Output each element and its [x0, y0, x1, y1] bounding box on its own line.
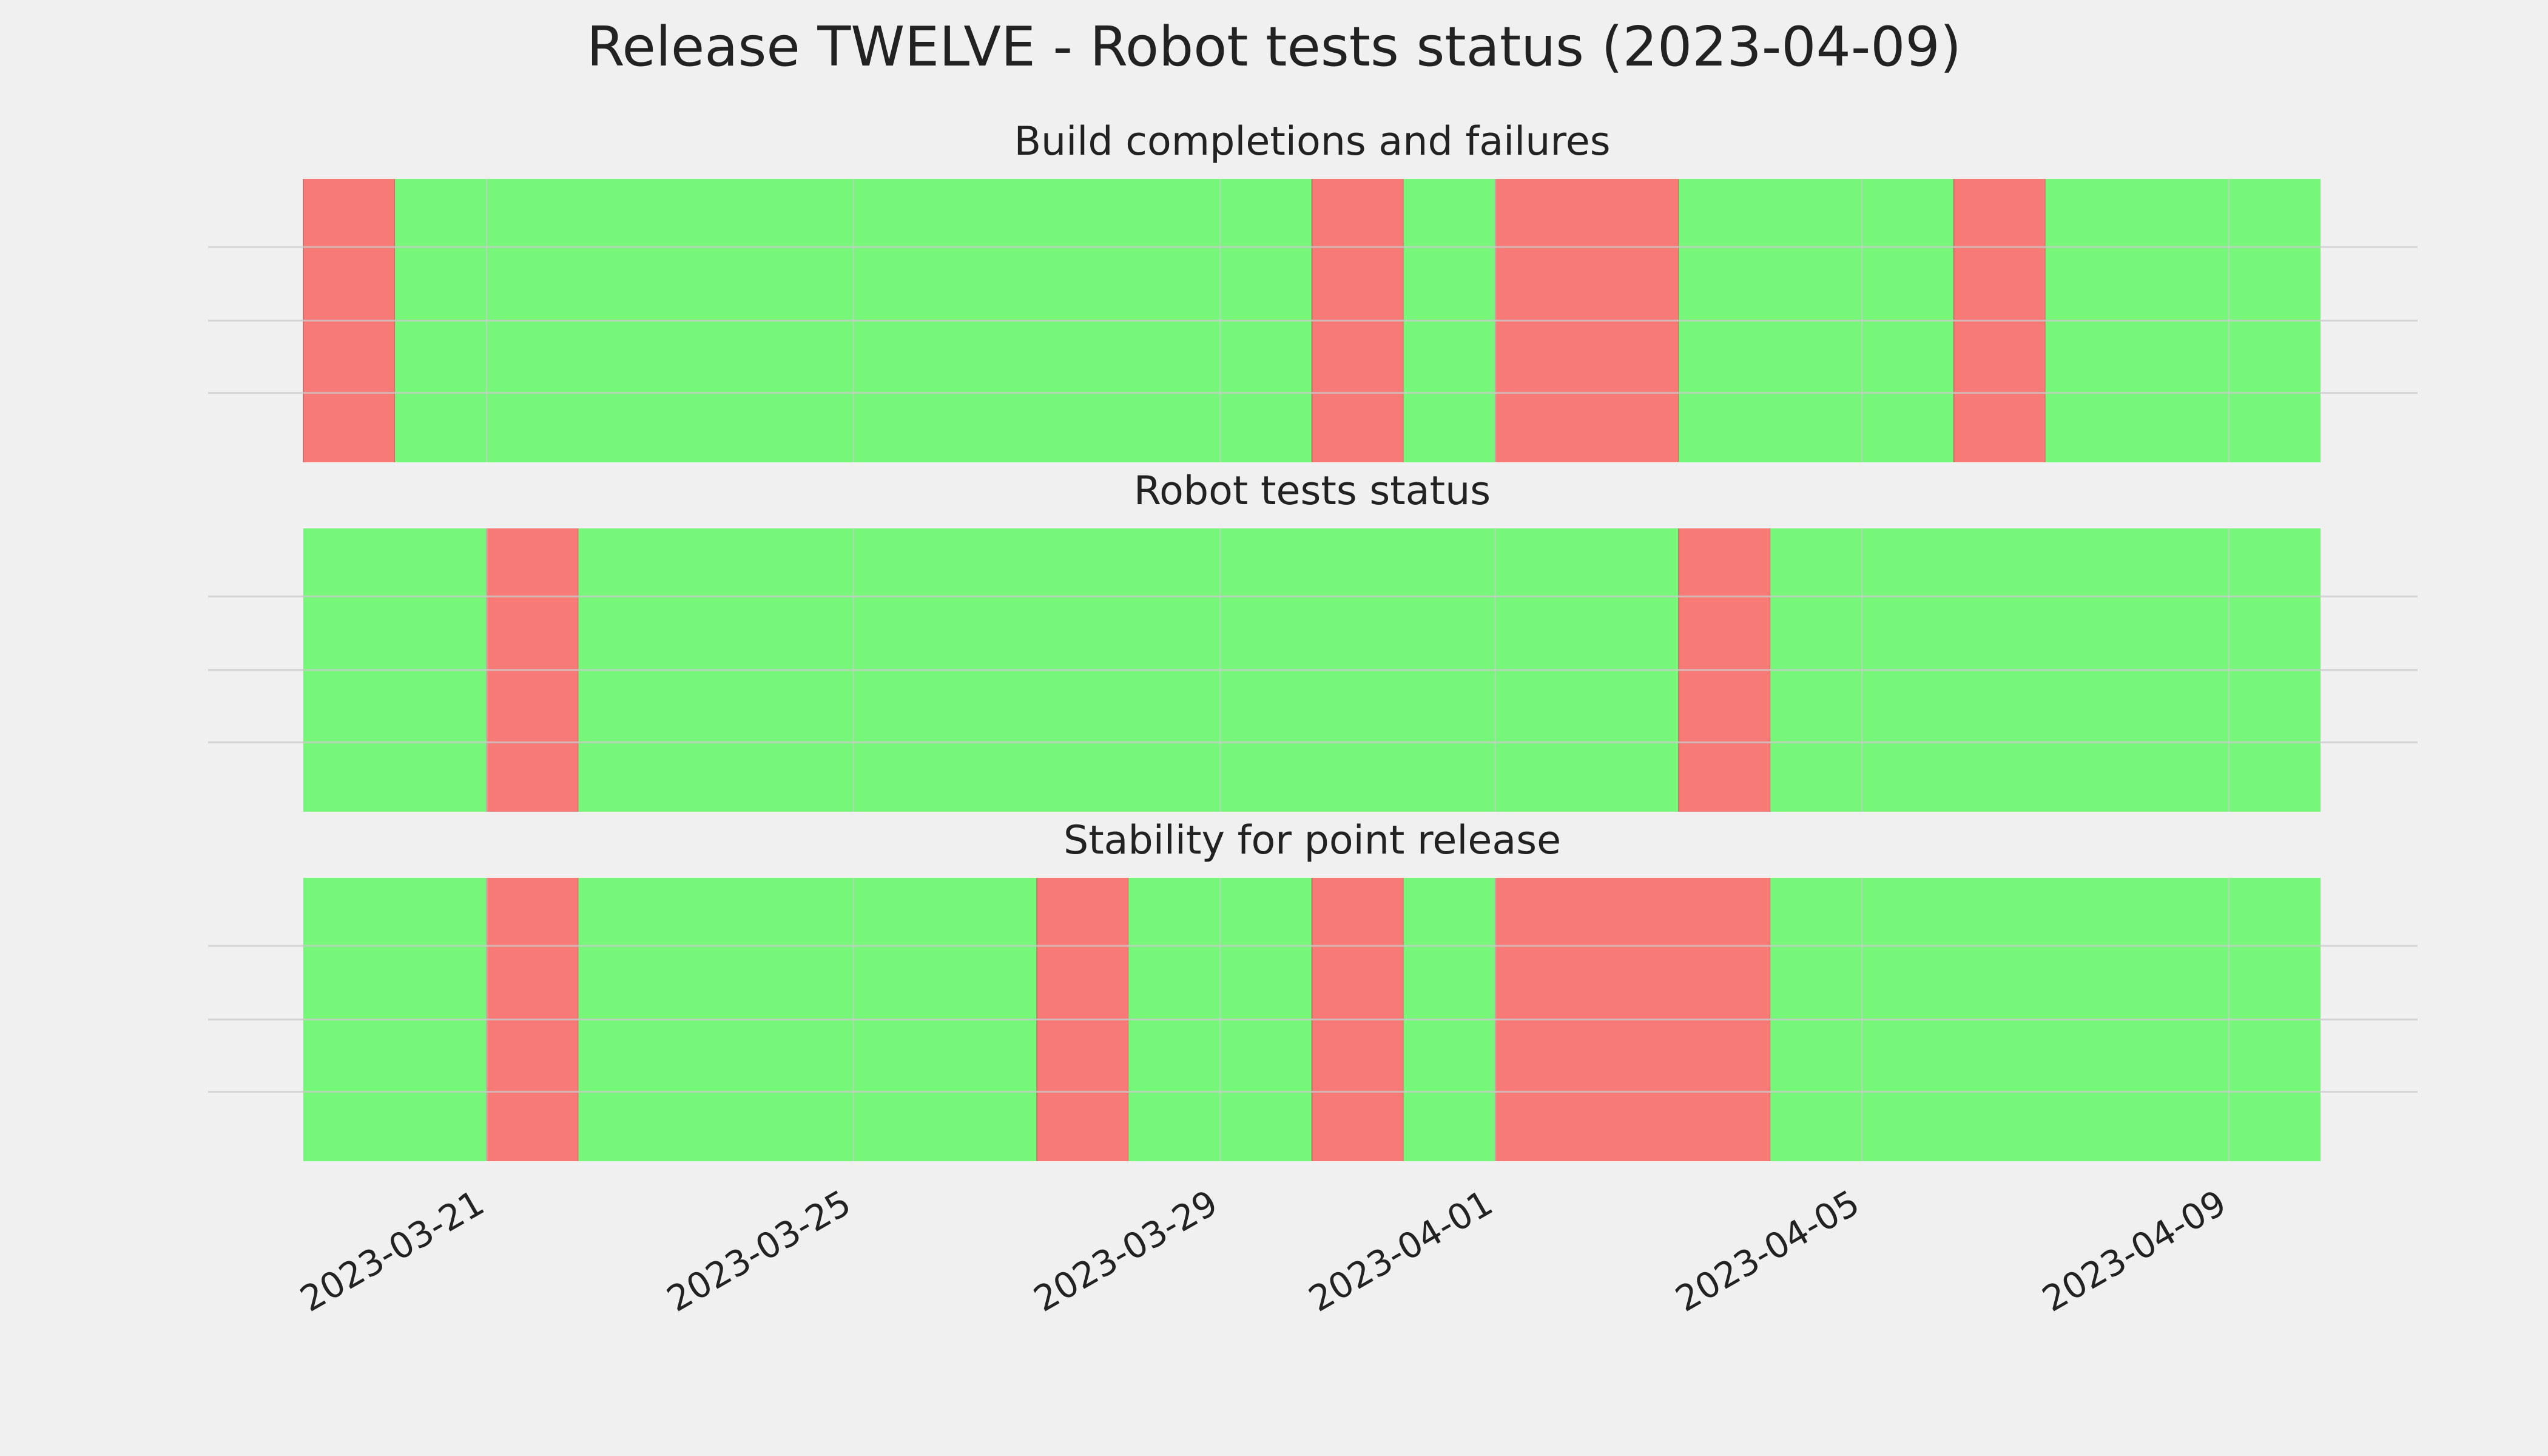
figure-title: Release TWELVE - Robot tests status (202…: [587, 15, 1961, 79]
timeline-panel: Build completions and failures: [208, 119, 2418, 462]
panel-title: Build completions and failures: [1014, 119, 1610, 164]
panel-title: Robot tests status: [1134, 468, 1491, 514]
timeline-panel: Stability for point release: [208, 818, 2418, 1161]
timeline-panels: Build completions and failures Robot test…: [208, 119, 2418, 1161]
panel-title: Stability for point release: [1063, 818, 1561, 863]
timeline-panel: Robot tests status: [208, 468, 2418, 812]
